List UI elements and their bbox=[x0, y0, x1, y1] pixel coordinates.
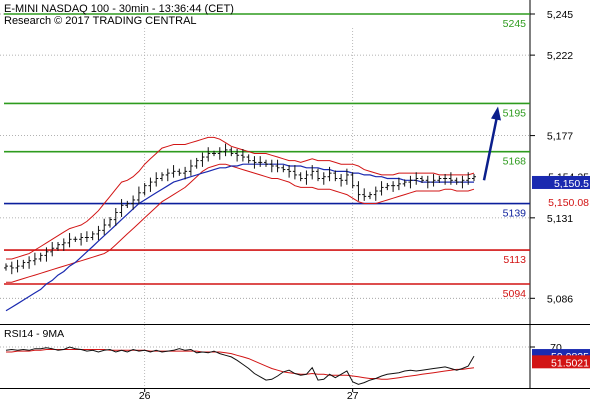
y-tick-label: 5,222 bbox=[547, 50, 573, 62]
moving-average-line bbox=[5, 163, 474, 312]
x-tick-label: 27 bbox=[347, 390, 359, 400]
price-tag-box bbox=[532, 175, 590, 189]
candles bbox=[4, 143, 476, 275]
x-tick-label: 26 bbox=[139, 390, 151, 400]
level-label: 5139 bbox=[503, 208, 527, 220]
level-label: 5113 bbox=[503, 254, 526, 266]
rsi-panel: RSI14 - 9MA7059.082551.5021 bbox=[4, 328, 590, 385]
price-tag-label: 5,150.08 bbox=[548, 197, 589, 209]
rsi-tag-box bbox=[532, 355, 590, 369]
grid bbox=[0, 13, 530, 388]
y-tick-label: 5,245 bbox=[547, 9, 573, 21]
y-tick-label: 5,131 bbox=[547, 213, 573, 225]
price-tag-box bbox=[532, 195, 590, 209]
rsi-line bbox=[5, 346, 475, 385]
forecast-arrow-head bbox=[491, 106, 501, 121]
level-label: 5195 bbox=[503, 107, 527, 119]
price-tags: 5,154.255,150.55,150.08 bbox=[532, 169, 590, 209]
x-axis-labels: 26 27 bbox=[139, 388, 359, 402]
rsi-tick-label: 70 bbox=[550, 342, 562, 354]
level-label: 5168 bbox=[503, 156, 527, 168]
y-tick-label: 5,086 bbox=[547, 293, 573, 305]
rsi-ma-line bbox=[6, 349, 475, 380]
chart-subtitle: Research © 2017 TRADING CENTRAL bbox=[4, 15, 197, 27]
chart-title: E-MINI NASDAQ 100 - 30min - 13:36:44 (CE… bbox=[4, 3, 234, 15]
indicators bbox=[5, 136, 475, 312]
bollinger-lower-line bbox=[6, 163, 475, 283]
forecast-arrow-shaft bbox=[482, 116, 499, 181]
forecast-arrow bbox=[482, 106, 501, 181]
level-label: 5094 bbox=[503, 288, 527, 300]
price-tag-label: 5,150.5 bbox=[554, 178, 589, 190]
rsi-tag-label: 51.5021 bbox=[551, 357, 589, 369]
level-label: 5245 bbox=[503, 18, 527, 30]
y-axis-labels: 5,245 5,222 5,177 5,131 5,086 bbox=[530, 9, 573, 305]
key-levels: 5245 5195 5168 5139 5113 5094 bbox=[4, 13, 530, 300]
y-tick-label: 5,177 bbox=[547, 131, 573, 143]
rsi-title: RSI14 - 9MA bbox=[4, 328, 64, 340]
bollinger-upper-line bbox=[6, 136, 475, 260]
